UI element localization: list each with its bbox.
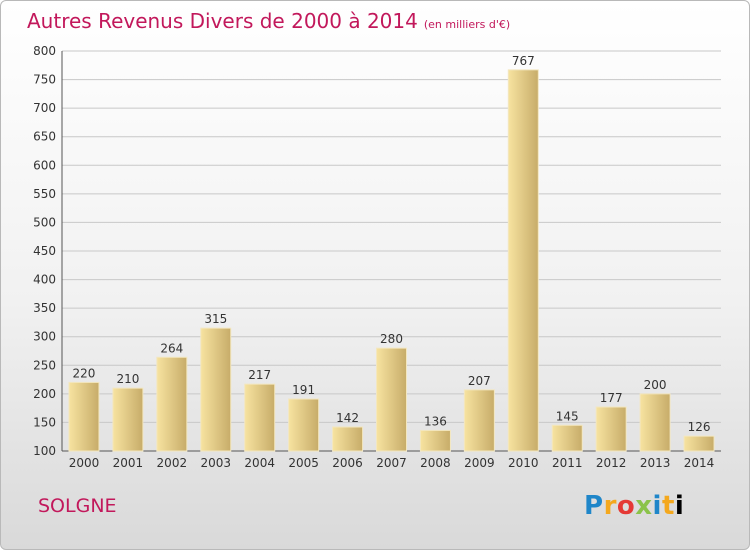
- bar: [551, 424, 583, 452]
- x-tick-label: 2007: [376, 456, 407, 470]
- y-tick-label: 450: [33, 244, 56, 258]
- x-tick-label: 2008: [420, 456, 451, 470]
- y-tick-label: 100: [33, 444, 56, 458]
- data-label: 177: [600, 391, 623, 405]
- x-tick-label: 2001: [113, 456, 144, 470]
- y-tick-label: 800: [33, 44, 56, 58]
- y-tick-label: 700: [33, 101, 56, 115]
- data-label: 220: [73, 366, 96, 380]
- logo-letter: o: [616, 491, 636, 521]
- data-label: 142: [336, 411, 359, 425]
- chart-title-unit: (en milliers d'€): [423, 18, 511, 31]
- y-tick-label: 650: [33, 130, 56, 144]
- bar: [244, 383, 276, 452]
- x-tick-label: 2005: [288, 456, 319, 470]
- data-label: 191: [292, 383, 315, 397]
- logo-letter: P: [584, 491, 604, 521]
- chart-title: Autres Revenus Divers de 2000 à 2014 (en …: [27, 9, 510, 33]
- data-label: 217: [248, 368, 271, 382]
- y-tick-label: 200: [33, 387, 56, 401]
- y-tick-label: 500: [33, 215, 56, 229]
- bar: [332, 426, 364, 452]
- y-tick-label: 300: [33, 330, 56, 344]
- x-tick-label: 2011: [552, 456, 583, 470]
- y-tick-label: 550: [33, 187, 56, 201]
- bars: [68, 69, 715, 452]
- x-tick-label: 2012: [596, 456, 627, 470]
- data-label: 145: [556, 409, 579, 423]
- data-label: 280: [380, 332, 403, 346]
- x-tick-label: 2009: [464, 456, 495, 470]
- bar: [639, 393, 671, 452]
- x-tick-label: 2003: [200, 456, 231, 470]
- data-label: 136: [424, 414, 447, 428]
- y-tick-label: 350: [33, 301, 56, 315]
- bar: [288, 398, 320, 452]
- x-tick-label: 2013: [640, 456, 671, 470]
- bar: [507, 69, 539, 452]
- y-tick-label: 750: [33, 73, 56, 87]
- commune-name: SOLGNE: [38, 495, 117, 517]
- logo-letter: i: [674, 491, 685, 521]
- bar: [200, 327, 232, 452]
- data-labels: 220 210 264 315 217 191 142 280 136 207 767 145 177 2…: [73, 54, 711, 434]
- logo-letter: i: [652, 491, 662, 521]
- data-label: 315: [204, 312, 227, 326]
- bar: [112, 387, 144, 452]
- logo-letter: t: [661, 491, 675, 521]
- logo-letter: x: [635, 491, 653, 521]
- bar: [463, 389, 495, 452]
- bar: [376, 347, 407, 452]
- x-tick-label: 2002: [157, 456, 188, 470]
- data-label: 210: [116, 372, 139, 386]
- bar: [419, 429, 451, 452]
- data-label: 264: [160, 341, 183, 355]
- y-tick-label: 250: [33, 358, 56, 372]
- y-tick-label: 150: [33, 415, 56, 429]
- x-tick-label: 2000: [69, 456, 100, 470]
- x-tick-label: 2006: [332, 456, 363, 470]
- axes: 100 150 200 250 300 350 400 450 500 550 600 650 700 7…: [33, 44, 721, 470]
- bar: [683, 435, 715, 452]
- x-tick-label: 2010: [508, 456, 539, 470]
- y-tick-label: 400: [33, 273, 56, 287]
- x-tick-label: 2004: [244, 456, 275, 470]
- chart-title-main: Autres Revenus Divers de 2000 à 2014: [27, 9, 418, 33]
- bar: [595, 406, 627, 452]
- data-label: 207: [468, 374, 491, 388]
- proxiti-logo: Proxiti: [584, 491, 684, 521]
- data-label: 126: [688, 420, 711, 434]
- y-tick-label: 600: [33, 158, 56, 172]
- bar: [156, 356, 188, 452]
- x-tick-label: 2014: [684, 456, 715, 470]
- data-label: 200: [644, 378, 667, 392]
- bar: [68, 381, 100, 452]
- logo-letter: r: [603, 491, 617, 521]
- data-label: 767: [512, 54, 535, 68]
